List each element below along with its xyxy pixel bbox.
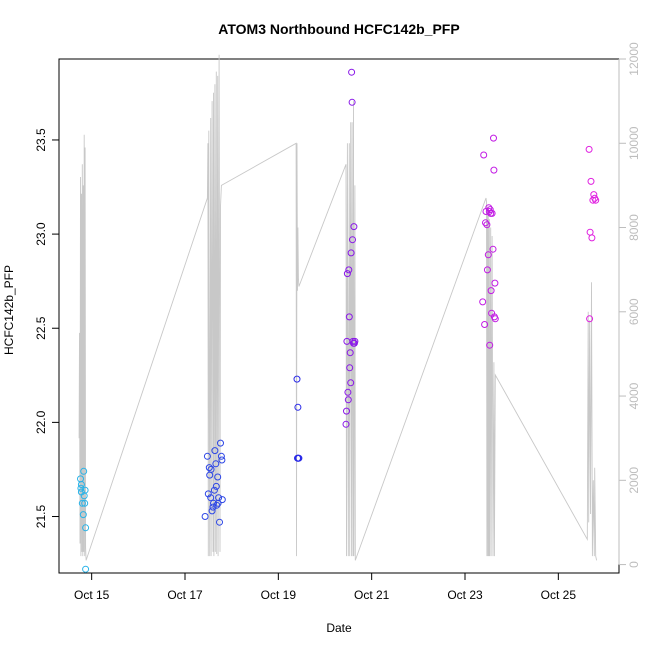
y-tick-label: 22.5 — [34, 316, 48, 340]
y-tick-label: 21.5 — [34, 505, 48, 529]
data-point — [346, 364, 354, 372]
data-point — [587, 177, 595, 185]
data-point — [218, 456, 226, 464]
data-point — [201, 513, 209, 520]
data-point — [586, 315, 594, 323]
data-point — [81, 486, 89, 494]
data-point — [483, 266, 491, 274]
data-point — [350, 223, 358, 231]
data-point — [486, 206, 494, 214]
data-point — [592, 196, 600, 204]
data-point — [78, 499, 86, 507]
y2-tick-label: 10000 — [627, 126, 641, 160]
data-point — [210, 486, 218, 494]
data-point — [217, 452, 225, 460]
data-point — [490, 166, 498, 174]
data-point — [214, 473, 222, 481]
y-axis: 21.5 22.0 22.5 23.0 23.5 — [34, 128, 60, 529]
data-point — [212, 460, 220, 468]
data-point — [344, 388, 352, 396]
data-point — [346, 349, 354, 357]
data-point — [209, 503, 217, 511]
data-point — [344, 396, 352, 404]
y2-axis: 0 2000 4000 6000 8000 10000 12000 — [618, 42, 641, 568]
x-tick-label: Oct 17 — [167, 588, 203, 602]
data-point — [211, 447, 219, 455]
data-point — [488, 209, 496, 217]
data-point — [293, 375, 301, 383]
data-point — [82, 565, 90, 573]
data-point — [343, 270, 351, 278]
data-point — [82, 524, 90, 532]
data-point — [77, 484, 85, 492]
data-point — [491, 315, 499, 323]
data-point — [481, 321, 489, 328]
data-point — [213, 501, 221, 509]
data-point — [479, 298, 487, 306]
y2-tick-label: 8000 — [627, 214, 641, 241]
chart-title: ATOM3 Northbound HCFC142b_PFP — [218, 21, 459, 37]
data-point — [342, 420, 350, 428]
data-point — [489, 245, 497, 253]
data-point — [347, 249, 355, 257]
data-point — [81, 499, 89, 507]
x-tick-label: Oct 15 — [74, 588, 110, 602]
y-tick-label: 23.5 — [34, 128, 48, 152]
data-point — [480, 151, 488, 159]
data-point — [212, 482, 220, 490]
data-point — [484, 251, 492, 259]
altitude-series-line — [78, 54, 598, 561]
data-point — [348, 68, 356, 76]
data-point — [486, 341, 494, 349]
data-point — [77, 481, 85, 488]
data-point — [204, 490, 212, 498]
data-point — [203, 452, 211, 460]
data-point — [208, 507, 216, 515]
data-point — [217, 439, 224, 447]
data-point — [207, 465, 215, 473]
data-point — [348, 98, 356, 106]
data-point — [585, 145, 593, 153]
x-axis: Oct 15 Oct 17 Oct 19 Oct 21 Oct 23 Oct 25 — [74, 572, 577, 602]
data-point — [351, 337, 359, 345]
points-layer — [77, 68, 600, 573]
y-axis-label: HCFC142b_PFP — [2, 265, 16, 355]
altitude-line-layer — [78, 54, 598, 561]
data-point — [294, 403, 302, 411]
data-point — [345, 313, 353, 321]
x-tick-label: Oct 25 — [541, 588, 577, 602]
y-tick-label: 22.0 — [34, 410, 48, 434]
data-point — [482, 219, 489, 227]
data-point — [205, 464, 213, 472]
x-tick-label: Oct 23 — [447, 588, 483, 602]
data-point — [345, 266, 353, 274]
data-point — [215, 494, 223, 502]
data-point — [347, 379, 355, 387]
data-point — [588, 234, 596, 242]
y2-tick-label: 4000 — [627, 382, 641, 409]
data-point — [218, 496, 226, 504]
plot-frame — [58, 58, 620, 574]
data-point — [586, 228, 594, 236]
data-point — [487, 287, 495, 295]
x-tick-label: Oct 21 — [354, 588, 390, 602]
data-point — [207, 494, 215, 502]
y2-tick-label: 0 — [627, 561, 641, 568]
data-point — [491, 279, 499, 287]
x-tick-label: Oct 19 — [261, 588, 297, 602]
data-point — [490, 134, 497, 142]
data-point — [349, 236, 356, 244]
data-point — [483, 221, 491, 229]
y-tick-label: 23.0 — [34, 222, 48, 246]
data-point — [216, 518, 223, 526]
y2-tick-label: 12000 — [627, 42, 641, 76]
y2-tick-label: 2000 — [627, 467, 641, 494]
y2-tick-label: 6000 — [627, 298, 641, 325]
data-point — [80, 467, 88, 475]
data-point — [343, 407, 350, 415]
data-point — [295, 454, 303, 462]
x-axis-label: Date — [326, 621, 352, 635]
data-point — [79, 511, 87, 519]
